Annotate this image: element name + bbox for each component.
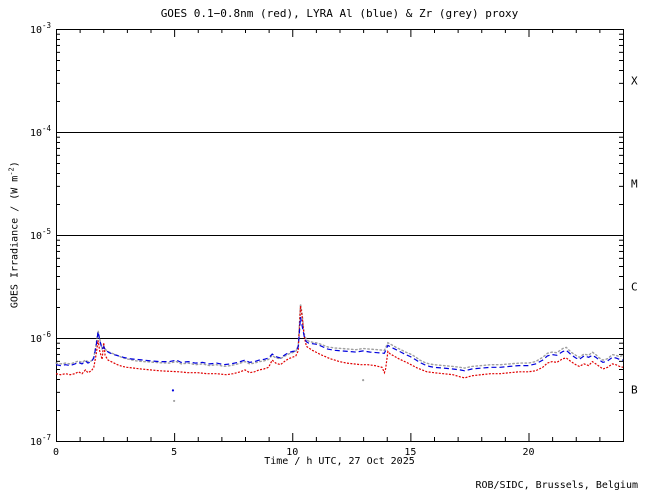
flare-class-c: C [631,281,638,294]
flare-class-labels: X M C B [631,75,638,397]
credit-text: ROB/SIDC, Brussels, Belgium [475,480,638,491]
y-tick-label: 10-4 [30,124,52,139]
y-tick-label: 10-3 [30,21,51,36]
x-tick-label: 20 [522,447,534,458]
chart-title: GOES 0.1−0.8nm (red), LYRA Al (blue) & Z… [160,7,519,20]
outlier-points [171,379,365,403]
y-axis-label: GOES Irradiance / (W m-2) [7,161,21,309]
x-axis-ticks [56,29,624,441]
series-lyra-al [55,316,624,372]
outlier-dot [173,399,176,403]
outlier-dot [362,379,365,382]
y-tick-label: 10-6 [30,330,52,345]
flare-class-x: X [631,75,638,88]
x-tick-label: 10 [286,447,298,458]
series-zr-proxy [55,303,624,369]
flare-class-b: B [631,384,638,397]
x-axis-label: Time / h UTC, 27 Oct 2025 [264,456,415,467]
data-series [55,303,624,379]
x-axis-tick-labels: 0 5 10 15 20 [53,447,535,458]
y-axis-ticks [56,29,623,442]
x-tick-label: 5 [171,447,177,458]
class-boundary-lines [56,132,623,339]
y-axis-tick-labels: 10-3 10-4 10-5 10-6 10-7 [30,21,52,448]
flare-class-m: M [631,178,638,191]
y-tick-label: 10-5 [30,227,51,242]
x-tick-label: 15 [404,447,416,458]
x-tick-label: 0 [53,447,59,458]
outlier-dot [171,389,175,392]
y-tick-label: 10-7 [30,433,51,448]
series-goes-0-1-0-8nm [55,305,624,379]
